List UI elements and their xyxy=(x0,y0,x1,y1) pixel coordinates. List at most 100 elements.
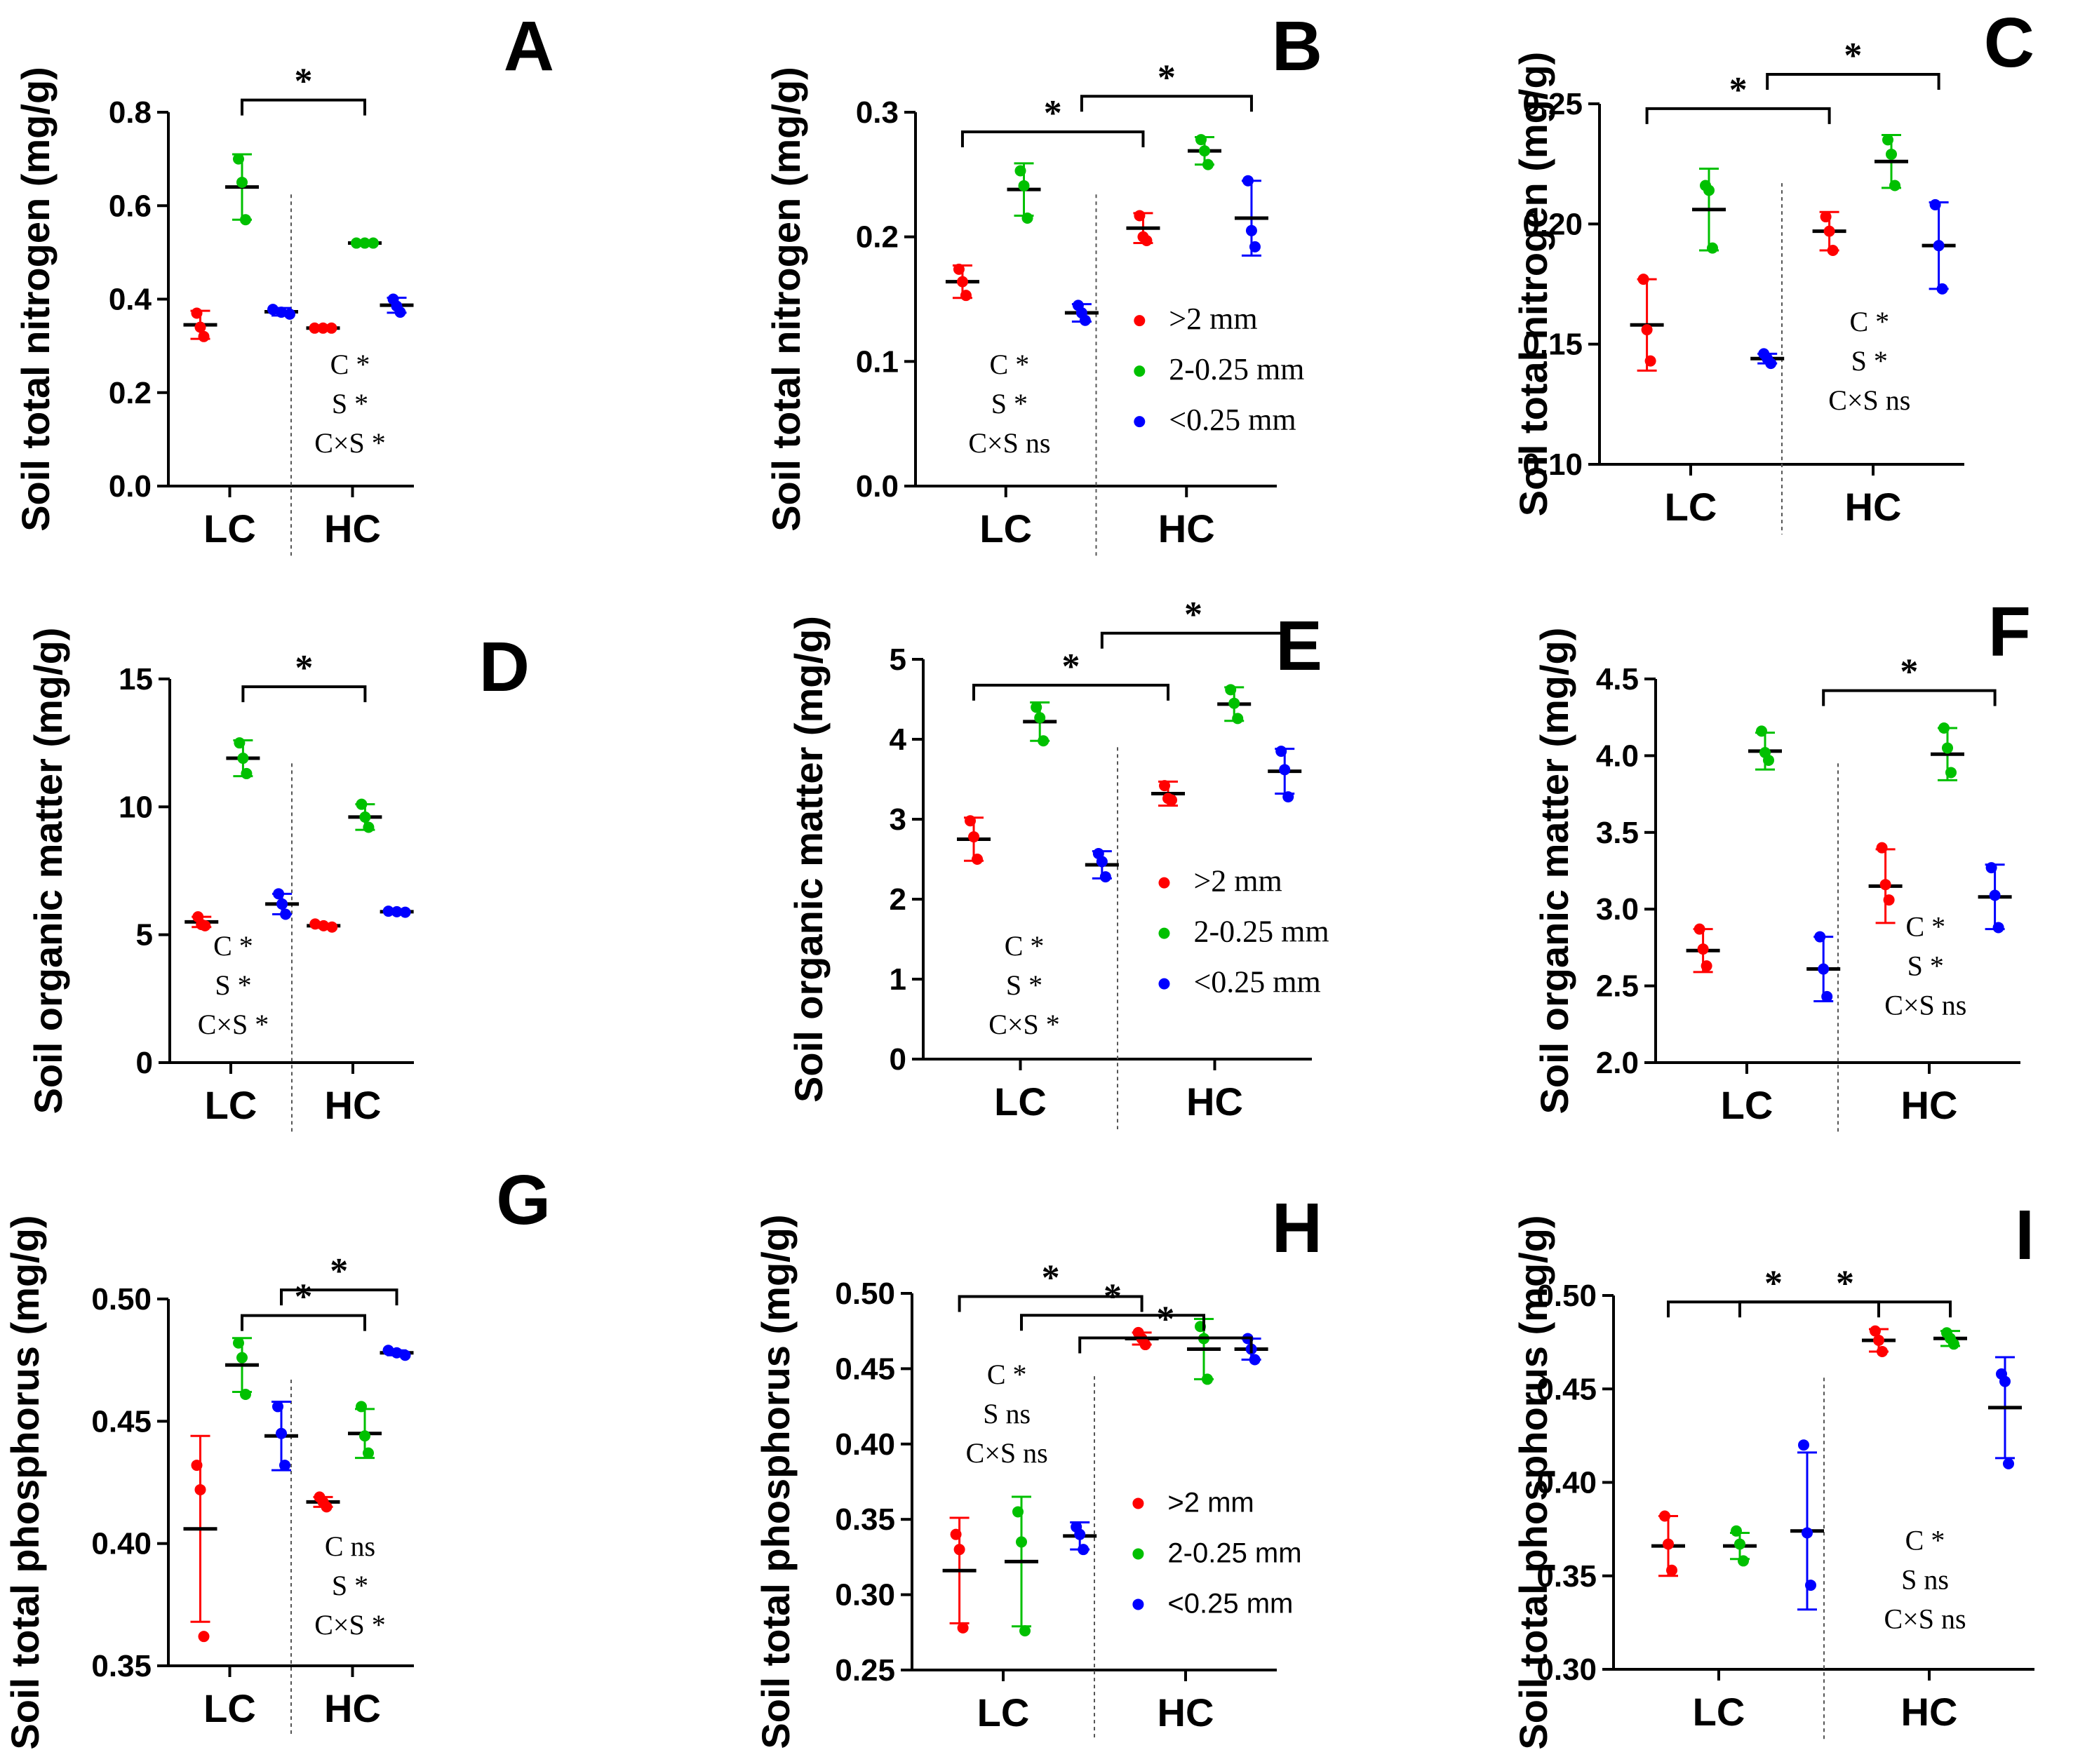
data-point xyxy=(1870,1325,1881,1337)
significance-label: * xyxy=(1062,647,1080,687)
x-category-label: LC xyxy=(1693,1690,1745,1734)
legend-marker xyxy=(1134,416,1146,428)
data-point xyxy=(391,1347,403,1359)
panel-letter: G xyxy=(496,1161,551,1239)
panel-H: 0.25 0.30 0.35 0.40 0.45 0.50 LC HC Soil total p… xyxy=(753,1189,1322,1749)
significance-label: * xyxy=(1900,652,1918,692)
stats-line: C×S ns xyxy=(968,427,1050,459)
y-tick-label: 0.30 xyxy=(835,1578,895,1612)
data-point xyxy=(1199,145,1210,157)
data-point xyxy=(1166,794,1178,806)
data-point xyxy=(359,237,370,249)
y-tick-label: 0.30 xyxy=(1536,1652,1597,1687)
data-point xyxy=(1802,1527,1813,1539)
significance-bracket xyxy=(1080,95,1253,112)
data-point xyxy=(1275,746,1287,758)
x-category-label: LC xyxy=(977,1690,1030,1735)
panel-letter: D xyxy=(479,628,530,706)
panel-C: 0.10 0.15 0.20 0.25 LC HC Soil total nitrogen … xyxy=(1511,4,2034,534)
data-point xyxy=(972,854,984,865)
x-category-label: HC xyxy=(1845,485,1902,529)
significance-bracket xyxy=(1766,72,1940,90)
data-point xyxy=(1202,159,1214,170)
panel-G: 0.35 0.40 0.45 0.50 LC HC Soil total phosphoru… xyxy=(3,1161,551,1750)
data-point xyxy=(1016,1536,1027,1548)
stats-line: C * xyxy=(990,349,1030,380)
panel-letter: E xyxy=(1275,607,1322,685)
data-point xyxy=(233,1337,244,1349)
y-tick-label: 0.6 xyxy=(109,189,152,223)
stats-line: S ns xyxy=(1901,1563,1949,1595)
x-category-label: HC xyxy=(1158,1690,1214,1735)
y-axis-label: Soil organic matter (mg/g) xyxy=(1532,628,1576,1115)
stats-line: C×S ns xyxy=(966,1437,1048,1469)
panel-I: 0.30 0.35 0.40 0.45 0.50 LC HC Soil total phosp… xyxy=(1511,1196,2034,1750)
significance-label: * xyxy=(1156,1300,1174,1340)
legend-marker xyxy=(1158,877,1170,889)
data-point xyxy=(1228,697,1240,709)
y-tick-label: 2.0 xyxy=(1596,1046,1639,1080)
data-point xyxy=(1012,1506,1024,1518)
data-point xyxy=(1021,213,1033,224)
data-point xyxy=(309,918,321,930)
data-point xyxy=(1707,242,1718,254)
significance-label: * xyxy=(295,648,313,688)
y-tick-label: 0.20 xyxy=(1522,207,1583,241)
x-category-label: HC xyxy=(324,1686,381,1730)
data-point xyxy=(957,1622,969,1634)
data-point xyxy=(950,1528,962,1540)
y-tick-label: 0.3 xyxy=(856,95,899,130)
data-point xyxy=(1666,1564,1677,1576)
y-tick-label: 0.2 xyxy=(856,220,899,255)
data-point xyxy=(1641,324,1653,336)
legend-marker xyxy=(1134,365,1146,377)
data-point xyxy=(1249,241,1261,253)
panel-D: 0 5 10 15 LC HC Soil organic matter (mg/g) D * C … xyxy=(26,628,530,1133)
data-point xyxy=(240,1388,251,1400)
y-axis-label: Soil organic matter (mg/g) xyxy=(26,628,70,1115)
panel-letter: A xyxy=(504,7,554,86)
data-point xyxy=(960,290,972,302)
data-point xyxy=(1873,1334,1884,1346)
data-point xyxy=(1099,871,1111,883)
data-point xyxy=(276,307,287,318)
y-axis-label: Soil organic matter (mg/g) xyxy=(786,616,831,1103)
data-point xyxy=(394,307,406,318)
data-point xyxy=(1798,1439,1809,1451)
y-tick-label: 0.0 xyxy=(856,469,899,504)
stats-line: S ns xyxy=(983,1398,1031,1429)
data-point xyxy=(1938,722,1950,734)
y-tick-label: 0.0 xyxy=(109,469,152,504)
data-point xyxy=(1738,1555,1749,1567)
data-point xyxy=(965,815,977,827)
panel-E: 0 1 2 3 4 5 LC HC Soil organic matter (mg/g) E * * C… xyxy=(786,595,1329,1129)
data-point xyxy=(1929,198,1941,210)
data-point xyxy=(1882,134,1893,146)
stats-line: C ns xyxy=(325,1530,375,1562)
stats-line: C×S * xyxy=(314,427,385,459)
data-point xyxy=(968,831,980,843)
stats-line: C×S ns xyxy=(1828,384,1910,416)
stats-line: C * xyxy=(213,930,253,962)
legend-label: <0.25 mm xyxy=(1193,965,1320,999)
data-point xyxy=(1734,1538,1745,1550)
data-point xyxy=(326,921,338,933)
significance-label: * xyxy=(1764,1263,1783,1303)
data-point xyxy=(1886,148,1897,160)
y-tick-label: 0.4 xyxy=(109,283,152,317)
y-tick-label: 0.40 xyxy=(1536,1466,1597,1500)
significance-bracket xyxy=(972,683,1170,701)
data-point xyxy=(1019,1625,1031,1637)
stats-line: S * xyxy=(1851,345,1888,377)
panel-letter: H xyxy=(1272,1189,1322,1267)
data-point xyxy=(1242,175,1254,187)
x-category-label: LC xyxy=(203,1686,256,1730)
data-point xyxy=(1141,234,1153,246)
data-point xyxy=(1694,923,1705,935)
x-category-label: HC xyxy=(325,1083,382,1127)
legend-marker xyxy=(1158,978,1170,990)
significance-label: * xyxy=(1729,70,1748,110)
x-category-label: LC xyxy=(1721,1083,1773,1127)
y-axis-label: Soil total phosphorus (mg/g) xyxy=(753,1214,798,1749)
data-point xyxy=(1663,1538,1674,1550)
